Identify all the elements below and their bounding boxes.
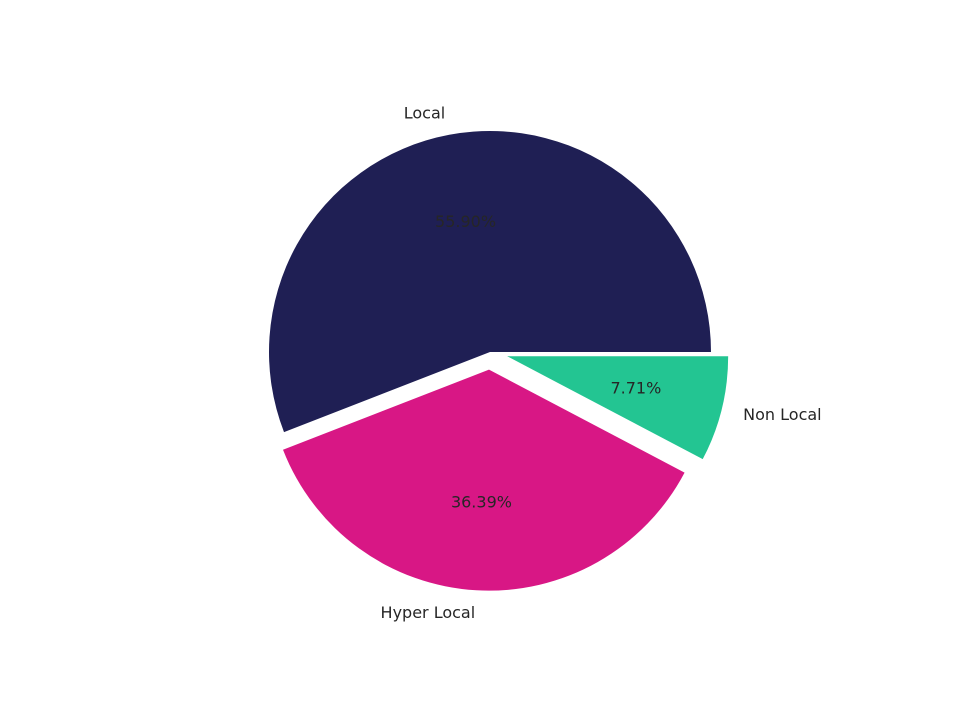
- pie-slice-non-local: [507, 356, 729, 460]
- pie-pct-label-non-local: 7.71%: [610, 379, 661, 398]
- pie-pct-label-local: 55.90%: [435, 212, 496, 231]
- pie-pct-label-hyper-local: 36.39%: [451, 493, 512, 512]
- pie-category-label-hyper-local: Hyper Local: [381, 603, 476, 622]
- pie-labels: 55.90% Local 36.39% Hyper Local 7.71% Non Loc…: [381, 104, 822, 622]
- pie-slices: [269, 131, 729, 591]
- pie-category-label-non-local: Non Local: [743, 405, 821, 424]
- pie-slice-hyper-local: [283, 369, 685, 591]
- pie-category-label-local: Local: [404, 104, 445, 123]
- pie-slice-local: [269, 131, 711, 433]
